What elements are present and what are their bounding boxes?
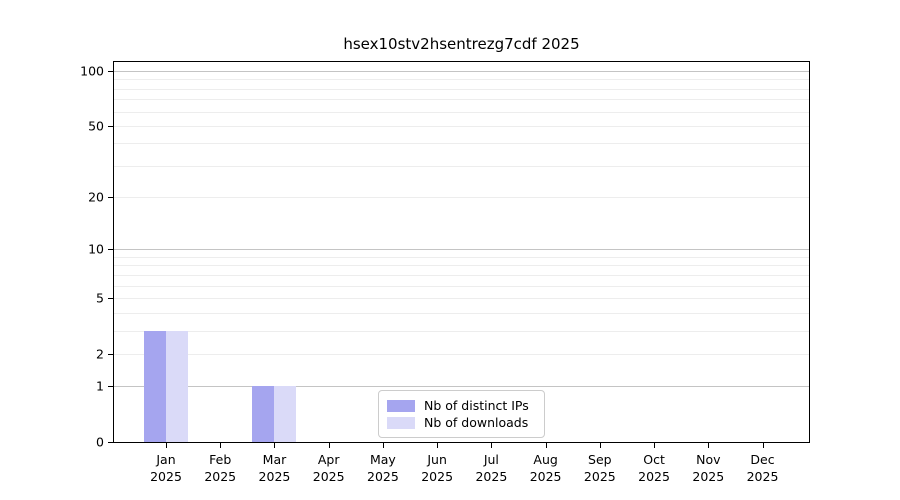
x-tick-label: Mar 2025 <box>234 451 314 485</box>
gridline-minor <box>114 353 809 355</box>
legend-label: Nb of distinct IPs <box>424 398 529 413</box>
gridline-minor <box>114 256 809 258</box>
x-tick-mark <box>708 442 710 448</box>
gridline-minor <box>114 88 809 90</box>
chart-title: hsex10stv2hsentrezg7cdf 2025 <box>343 35 580 53</box>
x-tick-label: Jan 2025 <box>126 451 206 485</box>
x-tick-mark <box>491 442 493 448</box>
x-tick-mark <box>382 442 384 448</box>
y-tick-mark <box>108 71 114 73</box>
bar-nb-of-distinct-ips <box>252 386 275 442</box>
legend-row: Nb of distinct IPs <box>387 397 535 414</box>
x-tick-label: Nov 2025 <box>668 451 748 485</box>
x-tick-year: 2025 <box>583 469 616 484</box>
x-tick-label: Feb 2025 <box>180 451 260 485</box>
x-tick-label: Aug 2025 <box>506 451 586 485</box>
x-tick-year: 2025 <box>150 469 182 484</box>
x-tick-year: 2025 <box>204 469 237 484</box>
legend-swatch <box>387 416 415 429</box>
x-tick-mark <box>545 442 547 448</box>
x-tick-mark <box>437 442 439 448</box>
legend-swatch <box>387 399 415 412</box>
y-tick-mark <box>108 442 114 443</box>
gridline-major <box>114 386 809 388</box>
y-tick-label: 1 <box>96 378 104 394</box>
x-tick-mark <box>220 442 222 448</box>
x-tick-month: Jul <box>483 452 499 467</box>
gridline-minor <box>114 265 809 267</box>
x-tick-month: Feb <box>209 452 232 467</box>
legend-row: Nb of downloads <box>387 414 535 431</box>
x-tick-month: Mar <box>262 452 287 467</box>
plot-area: 0 1 2 5 10 20 50 100 Jan 2025 Feb 2025 Mar 2025 Apr 20… <box>80 61 810 484</box>
gridline-minor <box>114 125 809 127</box>
x-tick-year: 2025 <box>421 469 454 484</box>
x-tick-year: 2025 <box>258 469 291 484</box>
x-tick-mark <box>654 442 656 448</box>
gridline-minor <box>114 79 809 81</box>
x-tick-month: Apr <box>317 452 340 467</box>
y-tick-mark <box>108 297 114 299</box>
x-tick-month: Nov <box>696 452 721 467</box>
gridline-minor <box>114 330 809 332</box>
x-tick-month: May <box>369 452 396 467</box>
x-tick-label: Jun 2025 <box>397 451 477 485</box>
gridline-minor <box>114 143 809 145</box>
gridline-minor <box>114 111 809 113</box>
x-tick-label: Jul 2025 <box>451 451 531 485</box>
y-tick-label: 10 <box>88 241 104 257</box>
y-tick-label: 50 <box>88 118 104 134</box>
x-tick-year: 2025 <box>746 469 779 484</box>
x-tick-label: Dec 2025 <box>723 451 803 485</box>
y-tick-label: 100 <box>80 63 104 79</box>
x-tick-year: 2025 <box>312 469 345 484</box>
y-tick-label: 2 <box>96 346 104 362</box>
x-tick-month: Jun <box>427 452 447 467</box>
bar-nb-of-downloads <box>166 330 188 442</box>
x-tick-mark <box>599 442 601 448</box>
x-tick-year: 2025 <box>475 469 508 484</box>
x-tick-label: May 2025 <box>343 451 423 485</box>
gridline-minor <box>114 165 809 167</box>
x-tick-mark <box>328 442 330 448</box>
y-tick-mark <box>108 197 114 199</box>
bar-nb-of-downloads <box>274 386 297 442</box>
x-tick-month: Aug <box>533 452 558 467</box>
bar-nb-of-distinct-ips <box>144 330 166 442</box>
x-tick-mark <box>762 442 764 448</box>
gridline-major <box>114 249 809 251</box>
legend: Nb of distinct IPs Nb of downloads <box>378 390 545 438</box>
y-tick-label: 20 <box>88 189 104 205</box>
x-tick-month: Sep <box>588 452 612 467</box>
x-tick-year: 2025 <box>529 469 562 484</box>
x-tick-mark <box>274 442 276 448</box>
legend-label: Nb of downloads <box>424 415 529 430</box>
y-tick-mark <box>108 125 114 127</box>
y-tick-mark <box>108 353 114 355</box>
y-tick-mark <box>108 386 114 388</box>
x-tick-year: 2025 <box>367 469 399 484</box>
x-tick-year: 2025 <box>638 469 670 484</box>
x-tick-mark <box>166 442 167 448</box>
x-tick-label: Apr 2025 <box>289 451 369 485</box>
gridline-minor <box>114 197 809 199</box>
x-tick-month: Dec <box>750 452 775 467</box>
gridline-minor <box>114 99 809 101</box>
y-tick-mark <box>108 249 114 251</box>
gridline-minor <box>114 297 809 299</box>
gridline-minor <box>114 312 809 314</box>
x-tick-month: Jan <box>156 452 176 467</box>
gridline-minor <box>114 285 809 287</box>
x-tick-label: Sep 2025 <box>560 451 640 485</box>
x-tick-label: Oct 2025 <box>614 451 694 485</box>
y-tick-label: 5 <box>96 290 104 306</box>
gridline-major <box>114 71 809 73</box>
gridline-minor <box>114 274 809 276</box>
x-tick-month: Oct <box>643 452 665 467</box>
x-tick-year: 2025 <box>692 469 725 484</box>
y-tick-label: 0 <box>96 434 104 450</box>
